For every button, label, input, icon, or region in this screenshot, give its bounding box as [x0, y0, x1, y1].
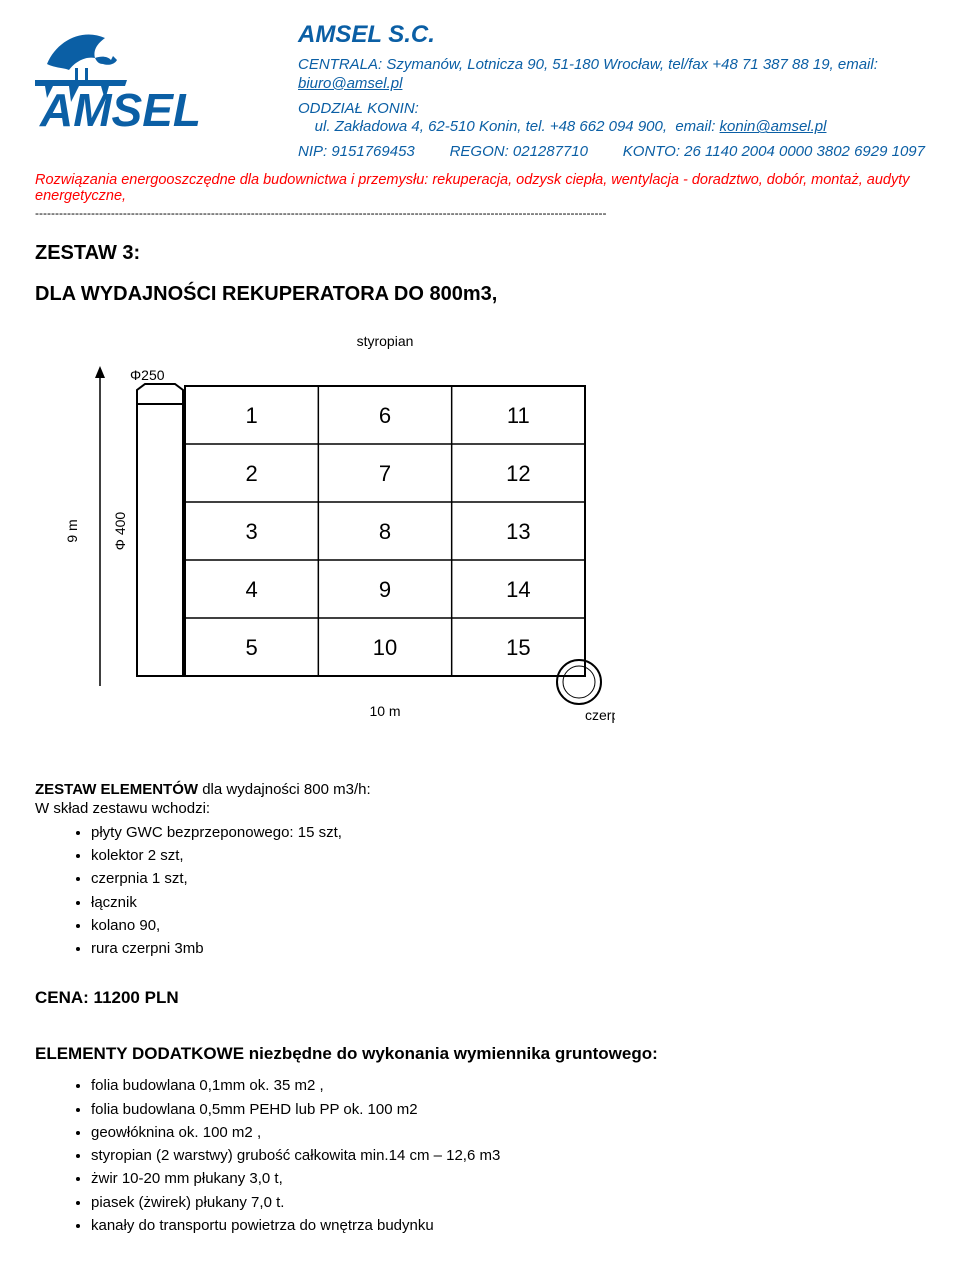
svg-text:6: 6 [379, 403, 391, 428]
svg-text:7: 7 [379, 461, 391, 486]
svg-text:Φ250: Φ250 [130, 367, 165, 383]
svg-text:5: 5 [246, 635, 258, 660]
header-text-block: AMSEL S.C. CENTRALA: Szymanów, Lotnicza … [298, 20, 925, 162]
extras-list-item: kanały do transportu powietrza do wnętrz… [91, 1214, 925, 1237]
svg-text:8: 8 [379, 519, 391, 544]
email-biuro[interactable]: biuro@amsel.pl [298, 75, 402, 92]
svg-text:4: 4 [246, 577, 258, 602]
price: CENA: 11200 PLN [35, 988, 925, 1008]
extras-list-item: piasek (żwirek) płukany 7,0 t. [91, 1191, 925, 1214]
svg-text:14: 14 [506, 577, 530, 602]
elements-list: płyty GWC bezprzeponowego: 15 szt,kolekt… [35, 821, 925, 961]
extras-heading: ELEMENTY DODATKOWE niezbędne do wykonani… [35, 1044, 925, 1064]
svg-text:10: 10 [373, 635, 397, 660]
svg-text:1: 1 [246, 403, 258, 428]
centrala-label: CENTRALA: [298, 56, 382, 73]
elements-heading: ZESTAW ELEMENTÓW dla wydajności 800 m3/h… [35, 781, 925, 798]
elements-heading-bold: ZESTAW ELEMENTÓW [35, 781, 198, 798]
svg-text:13: 13 [506, 519, 530, 544]
zestaw-subtitle: DLA WYDAJNOŚCI REKUPERATORA DO 800m3, [35, 283, 925, 306]
elements-lead: W skład zestawu wchodzi: [35, 800, 925, 817]
extras-list-item: styropian (2 warstwy) grubość całkowita … [91, 1144, 925, 1167]
svg-text:AMSEL: AMSEL [39, 84, 201, 135]
extras-list-item: żwir 10-20 mm płukany 3,0 t, [91, 1167, 925, 1190]
svg-text:Φ 400: Φ 400 [112, 511, 128, 550]
extras-list: folia budowlana 0,1mm ok. 35 m2 ,folia b… [35, 1074, 925, 1237]
svg-text:15: 15 [506, 635, 530, 660]
svg-text:czerpnia: czerpnia [585, 707, 615, 723]
divider-dashes: ----------------------------------------… [35, 206, 925, 220]
business-ids: NIP: 9151769453 REGON: 021287710 KONTO: … [298, 143, 925, 162]
company-name: AMSEL S.C. [298, 20, 925, 50]
nip: NIP: 9151769453 [298, 143, 415, 162]
diagram: styropian9 mΦ250Φ 4001234567891011121314… [55, 326, 925, 751]
email-konin[interactable]: konin@amsel.pl [720, 118, 827, 135]
header-line-centrala: CENTRALA: Szymanów, Lotnicza 90, 51-180 … [298, 56, 925, 94]
elements-list-item: kolano 90, [91, 914, 925, 937]
regon: REGON: 021287710 [450, 143, 588, 162]
elements-list-item: rura czerpni 3mb [91, 937, 925, 960]
elements-list-item: kolektor 2 szt, [91, 844, 925, 867]
elements-list-item: czerpnia 1 szt, [91, 867, 925, 890]
header-line-konin: ODDZIAŁ KONIN: ul. Zakładowa 4, 62-510 K… [298, 100, 925, 138]
elements-list-item: łącznik [91, 891, 925, 914]
svg-text:3: 3 [246, 519, 258, 544]
tagline: Rozwiązania energooszczędne dla budownic… [35, 172, 925, 204]
extras-list-item: geowłóknina ok. 100 m2 , [91, 1121, 925, 1144]
svg-text:9: 9 [379, 577, 391, 602]
svg-text:10 m: 10 m [369, 703, 400, 719]
document-header: AMSEL AMSEL S.C. CENTRALA: Szymanów, Lot… [35, 20, 925, 162]
company-logo: AMSEL [35, 20, 280, 140]
svg-text:styropian: styropian [357, 333, 414, 349]
svg-text:11: 11 [507, 403, 530, 428]
elements-heading-rest: dla wydajności 800 m3/h: [198, 781, 371, 798]
konto: KONTO: 26 1140 2004 0000 3802 6929 1097 [623, 143, 925, 162]
svg-text:9 m: 9 m [64, 519, 80, 542]
extras-list-item: folia budowlana 0,5mm PEHD lub PP ok. 10… [91, 1098, 925, 1121]
centrala-rest: Szymanów, Lotnicza 90, 51-180 Wrocław, t… [382, 56, 878, 73]
konin-label: ODDZIAŁ KONIN: [298, 100, 419, 117]
konin-rest: ul. Zakładowa 4, 62-510 Konin, tel. +48 … [298, 118, 720, 135]
svg-text:2: 2 [246, 461, 258, 486]
zestaw-title: ZESTAW 3: [35, 242, 925, 265]
elements-list-item: płyty GWC bezprzeponowego: 15 szt, [91, 821, 925, 844]
extras-list-item: folia budowlana 0,1mm ok. 35 m2 , [91, 1074, 925, 1097]
svg-text:12: 12 [506, 461, 530, 486]
